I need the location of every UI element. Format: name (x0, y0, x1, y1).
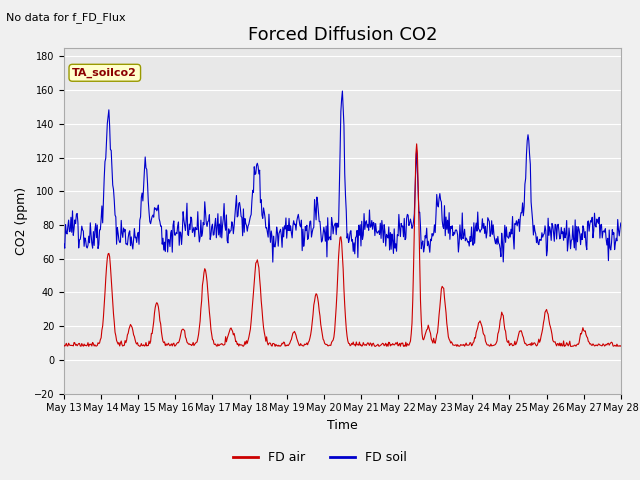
Title: Forced Diffusion CO2: Forced Diffusion CO2 (248, 25, 437, 44)
Y-axis label: CO2 (ppm): CO2 (ppm) (15, 187, 28, 255)
Text: TA_soilco2: TA_soilco2 (72, 68, 137, 78)
Legend: FD air, FD soil: FD air, FD soil (228, 446, 412, 469)
Text: No data for f_FD_Flux: No data for f_FD_Flux (6, 12, 126, 23)
X-axis label: Time: Time (327, 419, 358, 432)
